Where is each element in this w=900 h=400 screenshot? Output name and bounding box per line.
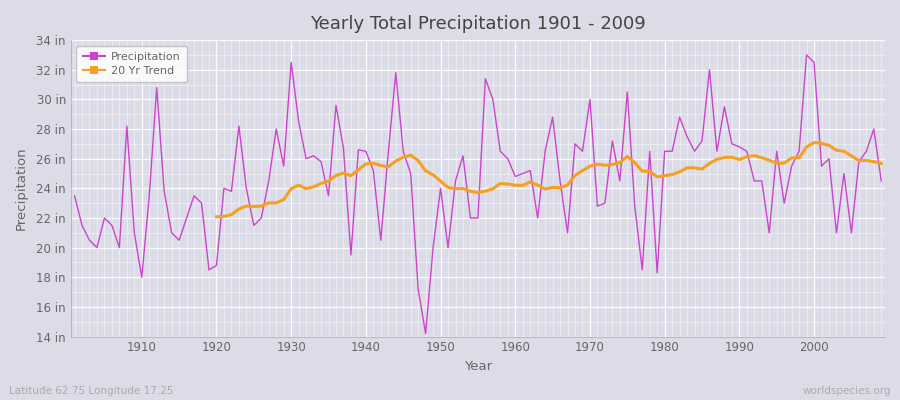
X-axis label: Year: Year (464, 360, 492, 373)
Y-axis label: Precipitation: Precipitation (15, 146, 28, 230)
Legend: Precipitation, 20 Yr Trend: Precipitation, 20 Yr Trend (76, 46, 187, 82)
Text: Latitude 62.75 Longitude 17.25: Latitude 62.75 Longitude 17.25 (9, 386, 174, 396)
Text: worldspecies.org: worldspecies.org (803, 386, 891, 396)
Title: Yearly Total Precipitation 1901 - 2009: Yearly Total Precipitation 1901 - 2009 (310, 15, 646, 33)
